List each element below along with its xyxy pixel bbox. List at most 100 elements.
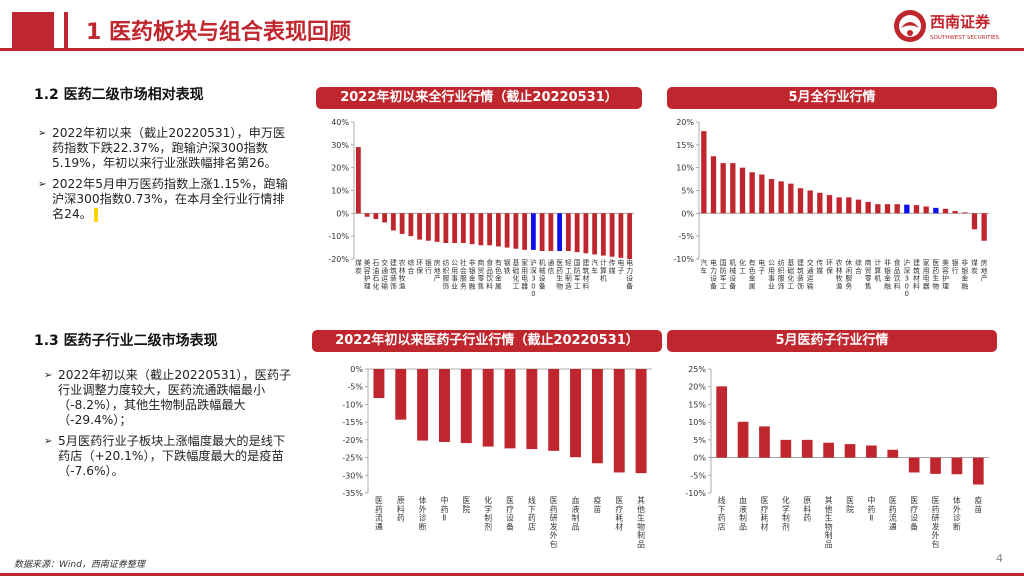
bar xyxy=(716,386,728,458)
bar xyxy=(875,204,881,214)
bar xyxy=(460,213,466,244)
category-label: 医院 xyxy=(846,496,854,514)
category-label: 美容护理 xyxy=(364,258,371,290)
list-item: 5月医药行业子板块上涨幅度最大的是线下药店（+20.1%），下跌幅度最大的是疫苗… xyxy=(44,434,296,479)
category-label: 化学制剂 xyxy=(484,495,492,531)
y-tick-label: 30% xyxy=(331,141,349,150)
bar xyxy=(768,179,775,214)
bar xyxy=(570,369,581,458)
category-label: 有色金属 xyxy=(749,258,756,290)
bar xyxy=(526,369,538,450)
y-tick-label: 10% xyxy=(676,164,694,173)
category-label: 食品饮料 xyxy=(486,258,493,290)
category-label: 传媒 xyxy=(816,258,823,275)
y-tick-label: -10% xyxy=(673,255,694,264)
bar xyxy=(478,213,484,246)
bar xyxy=(530,213,536,250)
category-label: 石油石化 xyxy=(372,259,379,290)
bar xyxy=(613,369,625,473)
y-tick-label: 5% xyxy=(681,187,694,196)
y-tick-label: 20% xyxy=(676,118,694,127)
chart-title-ytd-industry: 2022年初以来全行业行情（截止20220531） xyxy=(316,87,642,109)
y-tick-label: -25% xyxy=(342,454,363,463)
bar xyxy=(749,172,755,214)
bar xyxy=(844,444,856,458)
y-tick-label: 10% xyxy=(688,418,706,427)
bar xyxy=(846,197,852,214)
bar xyxy=(417,213,423,240)
bar xyxy=(807,190,813,214)
category-label: 环保 xyxy=(416,259,423,275)
category-label: 交通运输 xyxy=(807,258,814,290)
bar xyxy=(971,213,978,230)
y-tick-label: -15% xyxy=(342,418,363,427)
bar xyxy=(355,147,361,214)
category-label: 公用事业 xyxy=(451,259,458,290)
subsector-bullets: 2022年初以来（截止20220531），医药子行业调整力度较大，医药流通跌幅最… xyxy=(44,368,296,485)
category-label: 计算机 xyxy=(874,258,881,283)
category-label: 社会服务 xyxy=(460,258,467,290)
y-tick-label: 40% xyxy=(331,118,349,127)
page-title: 1 医药板块与组合表现回顾 xyxy=(86,20,351,45)
bar xyxy=(739,167,746,214)
category-label: 化工 xyxy=(739,258,746,275)
bar xyxy=(395,369,407,420)
list-item: 2022年5月申万医药指数上涨1.15%，跑输沪深300指数0.73%，在本月全… xyxy=(38,177,293,222)
bar xyxy=(548,369,560,451)
y-tick-label: 20% xyxy=(331,164,349,173)
bar xyxy=(373,369,385,399)
logo-text: 西南证券 xyxy=(930,13,991,31)
category-label: 原料药 xyxy=(397,496,405,523)
bar xyxy=(887,449,899,458)
bar xyxy=(609,213,615,257)
bar xyxy=(701,131,707,214)
y-tick-label: 5% xyxy=(693,436,706,445)
bar xyxy=(884,204,891,214)
category-label: 基础化工 xyxy=(512,258,519,290)
category-label: 有色金属 xyxy=(495,258,502,290)
y-tick-label: 15% xyxy=(688,400,706,409)
category-label: 血液制品 xyxy=(739,495,747,531)
bar xyxy=(557,213,563,252)
logo-emblem-icon xyxy=(894,10,926,42)
list-item: 2022年初以来（截止20220531），医药子行业调整力度较大，医药流通跌幅最… xyxy=(44,368,296,428)
category-label: 农林牧渔 xyxy=(399,258,406,290)
category-label: 通信 xyxy=(547,258,554,275)
category-label: 计算机 xyxy=(600,258,607,283)
category-label: 煤炭 xyxy=(971,258,978,275)
category-label: 综合 xyxy=(855,258,862,275)
bar xyxy=(548,213,554,252)
market-bullets: 2022年初以来（截止20220531），申万医药指数下跌22.37%，跑输沪深… xyxy=(38,126,293,228)
bar xyxy=(618,213,624,258)
category-label: 商贸零售 xyxy=(865,258,872,290)
category-label: 医疗耗材 xyxy=(615,496,623,531)
category-label: 其他生物制品 xyxy=(637,496,645,549)
bar xyxy=(972,457,984,485)
bar xyxy=(730,163,736,214)
category-label: 商贸零售 xyxy=(477,258,484,290)
category-label: 钢铁 xyxy=(504,258,511,275)
category-label: 非银金融 xyxy=(469,258,476,290)
bar xyxy=(759,174,765,214)
bar xyxy=(522,213,528,250)
category-label: 美容护理 xyxy=(942,258,949,290)
bar xyxy=(788,183,794,214)
bar xyxy=(460,369,472,444)
category-label: 食品饮料 xyxy=(894,258,901,290)
category-label: 汽车 xyxy=(700,258,707,275)
category-label: 医药研发外包 xyxy=(932,496,940,549)
bar xyxy=(904,204,910,214)
highlight-marker xyxy=(93,207,98,222)
category-label: 综合 xyxy=(407,258,414,275)
bar xyxy=(780,439,792,458)
category-label: 其他生物制品 xyxy=(825,496,833,549)
category-label: 血液制品 xyxy=(572,495,580,531)
category-label: 疫苗 xyxy=(593,495,601,514)
logo-subtext: SOUTHWEST SECURITIES xyxy=(930,35,1000,41)
category-label: 建筑材料 xyxy=(582,258,589,290)
category-label: 电子 xyxy=(617,258,624,275)
y-tick-label: 0% xyxy=(336,209,349,218)
bar xyxy=(627,213,633,259)
header-rule xyxy=(0,48,1024,51)
category-label: 线下药店 xyxy=(718,495,726,531)
